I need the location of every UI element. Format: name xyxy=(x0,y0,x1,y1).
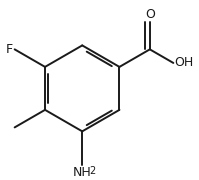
Text: NH: NH xyxy=(73,166,92,179)
Text: 2: 2 xyxy=(90,166,96,176)
Text: OH: OH xyxy=(174,57,194,69)
Text: F: F xyxy=(6,43,13,56)
Text: O: O xyxy=(145,8,155,21)
